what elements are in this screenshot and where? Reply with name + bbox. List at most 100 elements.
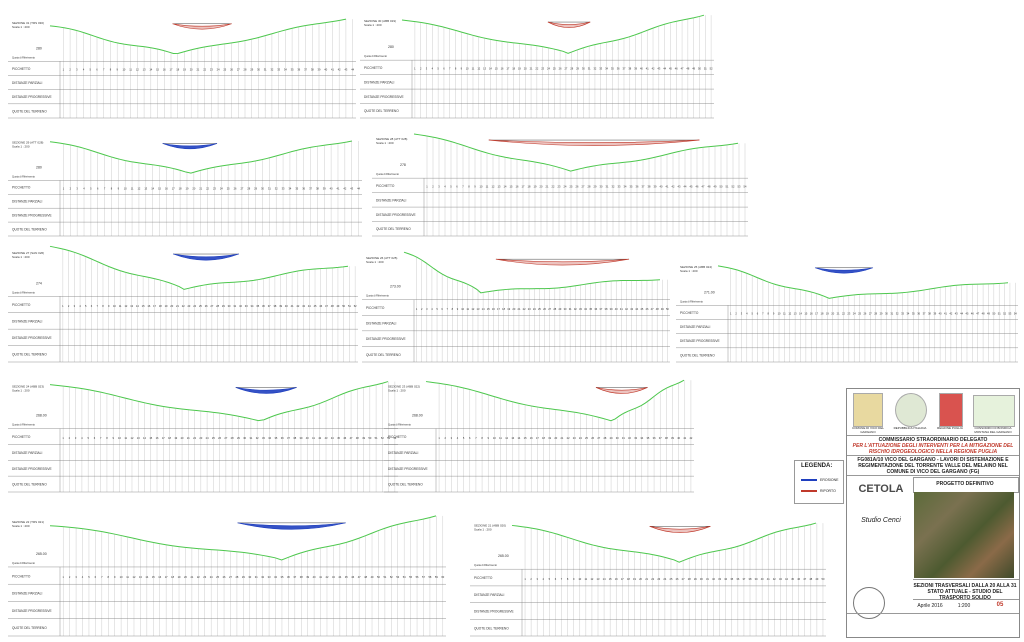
table-row-label: DISTANZE PARZIALI [388, 451, 418, 455]
station-number: 48 [656, 307, 659, 311]
station-number: 46 [319, 304, 322, 308]
tb-divider [847, 455, 1019, 456]
station-number: 53 [738, 185, 741, 189]
table-row-label: DISTANZE PROGRESSIVE [474, 610, 514, 614]
station-number: 39 [634, 67, 637, 71]
station-number: 43 [630, 307, 633, 311]
station-number: 23 [187, 304, 190, 308]
terrain-profile [425, 379, 685, 422]
station-number: 37 [742, 577, 745, 581]
station-number: 27 [564, 67, 567, 71]
station-number: 20 [512, 307, 515, 311]
station-number: 48 [708, 185, 711, 189]
station-number: 10 [480, 185, 483, 189]
station-number: 11 [783, 311, 786, 315]
station-number: 14 [799, 311, 802, 315]
station-number: 8 [106, 436, 108, 440]
station-number: 13 [597, 577, 600, 581]
station-number: 44 [663, 67, 666, 71]
station-number: 14 [517, 436, 520, 440]
station-number: 6 [441, 307, 443, 311]
station-number: 58 [428, 575, 431, 579]
datum-elevation: 265.00 [498, 554, 509, 558]
station-number: 22 [523, 307, 526, 311]
station-number: 36 [636, 185, 639, 189]
section-title: SEZIONE 28 (ATT 028) [376, 137, 407, 141]
station-number: 38 [928, 311, 931, 315]
station-number: 33 [634, 436, 637, 440]
station-number: 32 [628, 436, 631, 440]
section-scale: Scala 1 : 200 [388, 388, 406, 392]
station-number: 9 [108, 304, 110, 308]
station-number: 15 [609, 577, 612, 581]
station-number: 10 [466, 67, 469, 71]
station-number: 7 [762, 311, 764, 315]
legend-erosion-swatch [801, 479, 817, 481]
station-number: 38 [628, 67, 631, 71]
deposit-area [172, 23, 232, 30]
station-number: 22 [535, 67, 538, 71]
station-number: 34 [251, 304, 254, 308]
datum-elevation: 280 [36, 46, 42, 50]
station-number: 52 [390, 575, 393, 579]
section-27: SEZIONE 27 (SAN 026) Scala 1 : 200 274 Quot… [8, 236, 360, 364]
station-number: 11 [466, 307, 469, 311]
table-row-label: DISTANZE PROGRESSIVE [388, 467, 428, 471]
station-number: 50 [377, 575, 380, 579]
station-number: 15 [158, 186, 161, 190]
station-number: 38 [648, 185, 651, 189]
station-number: 12 [590, 577, 593, 581]
legend-box: LEGENDA: EROSIONE RIPORTO [794, 460, 844, 504]
station-number: 37 [293, 575, 296, 579]
station-number: 24 [579, 436, 582, 440]
station-number: 2 [444, 436, 446, 440]
station-number: 14 [603, 577, 606, 581]
station-number: 22 [206, 186, 209, 190]
station-number: 49 [815, 577, 818, 581]
station-number: 32 [612, 185, 615, 189]
station-number: 33 [901, 311, 904, 315]
station-number: 3 [75, 575, 77, 579]
station-number: 15 [487, 307, 490, 311]
station-number: 30 [616, 436, 619, 440]
station-number: 18 [179, 186, 182, 190]
station-number: 36 [287, 575, 290, 579]
station-number: 36 [617, 67, 620, 71]
table-row-label: PICCHETTO [388, 435, 407, 439]
station-number: 27 [869, 311, 872, 315]
station-number: 18 [502, 307, 505, 311]
station-number: 43 [657, 67, 660, 71]
station-number: 12 [131, 436, 134, 440]
station-number: 6 [94, 436, 96, 440]
station-number: 17 [162, 436, 165, 440]
crest-repubblica [895, 393, 927, 427]
station-number: 17 [621, 577, 624, 581]
station-number: 18 [528, 185, 531, 189]
table-row-label: DISTANZE PROGRESSIVE [12, 95, 52, 99]
station-number: 7 [462, 185, 464, 189]
station-number: 43 [302, 304, 305, 308]
station-number: 32 [239, 304, 242, 308]
station-number: 31 [264, 67, 267, 71]
station-number: 14 [136, 304, 139, 308]
table-row-label: DISTANZE PROGRESSIVE [12, 609, 52, 613]
station-number: 14 [489, 67, 492, 71]
station-number: 20 [554, 436, 557, 440]
station-number: 44 [635, 307, 638, 311]
station-number: 12 [124, 304, 127, 308]
table-row-label: DISTANZE PROGRESSIVE [680, 339, 720, 343]
station-number: 5 [90, 186, 92, 190]
station-number: 34 [584, 307, 587, 311]
tb-divider [913, 599, 1019, 600]
station-number: 57 [422, 575, 425, 579]
station-number: 44 [960, 311, 963, 315]
station-number: 42 [318, 436, 321, 440]
station-number: 4 [746, 311, 748, 315]
station-number: 18 [159, 304, 162, 308]
station-number: 30 [885, 311, 888, 315]
station-number: 5 [437, 67, 439, 71]
station-number: 28 [588, 185, 591, 189]
station-number: 41 [767, 577, 770, 581]
station-number: 38 [665, 436, 668, 440]
